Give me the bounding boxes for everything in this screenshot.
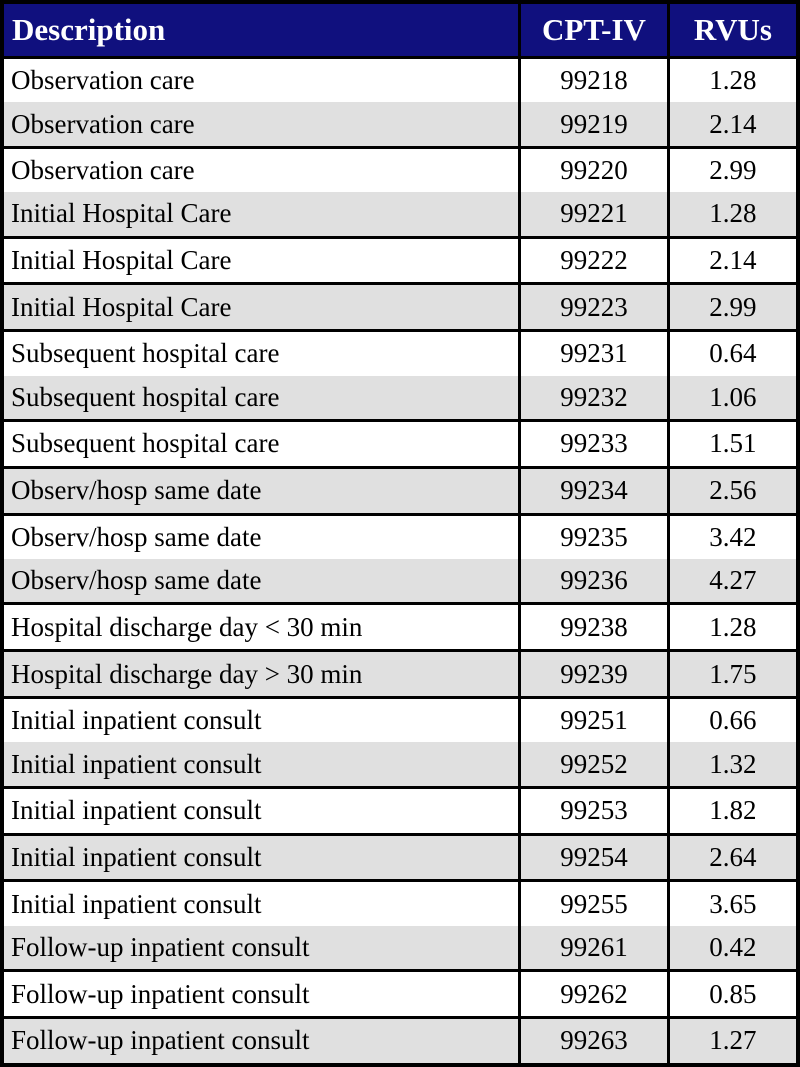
table-row: Initial Hospital Care 99223 2.99 <box>2 282 798 331</box>
description-cell: Initial Hospital Care <box>2 282 520 331</box>
description-cell: Initial Hospital Care <box>2 192 520 237</box>
cpt-code-cell: 99232 <box>518 375 669 421</box>
description-cell: Observ/hosp same date <box>2 465 520 515</box>
rvu-cell: 1.06 <box>666 375 798 421</box>
rvu-cell: 0.85 <box>666 969 798 1018</box>
description-cell: Initial inpatient consult <box>2 742 520 788</box>
table-row: Initial inpatient consult 99254 2.64 <box>2 832 798 881</box>
rvu-cell: 2.64 <box>666 832 798 881</box>
column-header-description: Description <box>2 2 520 59</box>
table-row: Subsequent hospital care 99232 1.06 <box>2 375 798 421</box>
rvu-cell: 1.32 <box>666 742 798 788</box>
description-cell: Observ/hosp same date <box>2 512 520 559</box>
cpt-code-cell: 99220 <box>518 145 669 193</box>
cpt-code-cell: 99222 <box>518 235 669 284</box>
rvu-cell: 2.56 <box>666 465 798 515</box>
rvu-cell: 2.99 <box>666 145 798 193</box>
rvu-cell: 1.75 <box>666 649 798 698</box>
cpt-code-cell: 99234 <box>518 465 669 515</box>
rvu-cell: 3.65 <box>666 879 798 926</box>
table-row: Subsequent hospital care 99233 1.51 <box>2 418 798 468</box>
cpt-code-cell: 99238 <box>518 602 669 651</box>
cpt-code-cell: 99252 <box>518 742 669 788</box>
table-row: Observ/hosp same date 99235 3.42 <box>2 512 798 559</box>
cpt-code-cell: 99233 <box>518 418 669 468</box>
rvu-cell: 2.99 <box>666 282 798 331</box>
table-row: Subsequent hospital care 99231 0.64 <box>2 329 798 376</box>
column-header-rvus: RVUs <box>666 2 798 59</box>
rvu-cell: 0.64 <box>666 329 798 376</box>
description-cell: Follow-up inpatient consult <box>2 925 520 971</box>
cpt-code-cell: 99236 <box>518 558 669 604</box>
cpt-code-cell: 99239 <box>518 649 669 698</box>
description-cell: Subsequent hospital care <box>2 329 520 376</box>
table-header: Description CPT-IV RVUs <box>2 2 798 59</box>
description-cell: Initial inpatient consult <box>2 832 520 881</box>
description-cell: Subsequent hospital care <box>2 375 520 421</box>
cpt-code-cell: 99218 <box>518 56 669 103</box>
cpt-code-cell: 99254 <box>518 832 669 881</box>
table-row: Observ/hosp same date 99234 2.56 <box>2 465 798 515</box>
table-row: Follow-up inpatient consult 99261 0.42 <box>2 925 798 971</box>
cpt-code-cell: 99253 <box>518 785 669 835</box>
rvu-cell: 1.28 <box>666 56 798 103</box>
table-row: Hospital discharge day < 30 min 99238 1.… <box>2 602 798 651</box>
header-row: Description CPT-IV RVUs <box>2 2 798 59</box>
rvu-cell: 1.28 <box>666 192 798 237</box>
description-cell: Follow-up inpatient consult <box>2 1015 520 1065</box>
table-row: Observation care 99220 2.99 <box>2 145 798 193</box>
cpt-code-cell: 99263 <box>518 1015 669 1065</box>
table-row: Initial Hospital Care 99222 2.14 <box>2 235 798 284</box>
rvu-cell: 2.14 <box>666 102 798 148</box>
description-cell: Observation care <box>2 56 520 103</box>
cpt-code-cell: 99221 <box>518 192 669 237</box>
rvu-cell: 1.82 <box>666 785 798 835</box>
cpt-code-cell: 99262 <box>518 969 669 1018</box>
description-cell: Follow-up inpatient consult <box>2 969 520 1018</box>
description-cell: Hospital discharge day < 30 min <box>2 602 520 651</box>
rvu-cell: 0.42 <box>666 925 798 971</box>
description-cell: Hospital discharge day > 30 min <box>2 649 520 698</box>
table-row: Observation care 99218 1.28 <box>2 56 798 103</box>
table-row: Observ/hosp same date 99236 4.27 <box>2 558 798 604</box>
description-cell: Initial Hospital Care <box>2 235 520 284</box>
description-cell: Subsequent hospital care <box>2 418 520 468</box>
rvu-cell: 4.27 <box>666 558 798 604</box>
rvu-cell: 0.66 <box>666 695 798 743</box>
table-row: Initial inpatient consult 99252 1.32 <box>2 742 798 788</box>
table-row: Follow-up inpatient consult 99263 1.27 <box>2 1015 798 1065</box>
rvu-cell: 1.51 <box>666 418 798 468</box>
rvu-cell: 1.27 <box>666 1015 798 1065</box>
table-row: Initial inpatient consult 99251 0.66 <box>2 695 798 743</box>
description-cell: Initial inpatient consult <box>2 785 520 835</box>
table-row: Follow-up inpatient consult 99262 0.85 <box>2 969 798 1018</box>
table-row: Initial inpatient consult 99255 3.65 <box>2 879 798 926</box>
table-row: Initial Hospital Care 99221 1.28 <box>2 192 798 237</box>
table-row: Hospital discharge day > 30 min 99239 1.… <box>2 649 798 698</box>
rvu-cell: 2.14 <box>666 235 798 284</box>
cpt-code-cell: 99255 <box>518 879 669 926</box>
cpt-code-cell: 99219 <box>518 102 669 148</box>
table-row: Initial inpatient consult 99253 1.82 <box>2 785 798 835</box>
description-cell: Initial inpatient consult <box>2 879 520 926</box>
rvu-cell: 3.42 <box>666 512 798 559</box>
rvu-cell: 1.28 <box>666 602 798 651</box>
description-cell: Observation care <box>2 102 520 148</box>
table-row: Observation care 99219 2.14 <box>2 102 798 148</box>
description-cell: Observation care <box>2 145 520 193</box>
description-cell: Observ/hosp same date <box>2 558 520 604</box>
description-cell: Initial inpatient consult <box>2 695 520 743</box>
cpt-code-cell: 99251 <box>518 695 669 743</box>
cpt-code-cell: 99261 <box>518 925 669 971</box>
table-body: Observation care 99218 1.28 Observation … <box>2 56 798 1065</box>
column-header-cpt: CPT-IV <box>518 2 669 59</box>
cpt-code-cell: 99231 <box>518 329 669 376</box>
cpt-code-cell: 99223 <box>518 282 669 331</box>
cpt-code-cell: 99235 <box>518 512 669 559</box>
